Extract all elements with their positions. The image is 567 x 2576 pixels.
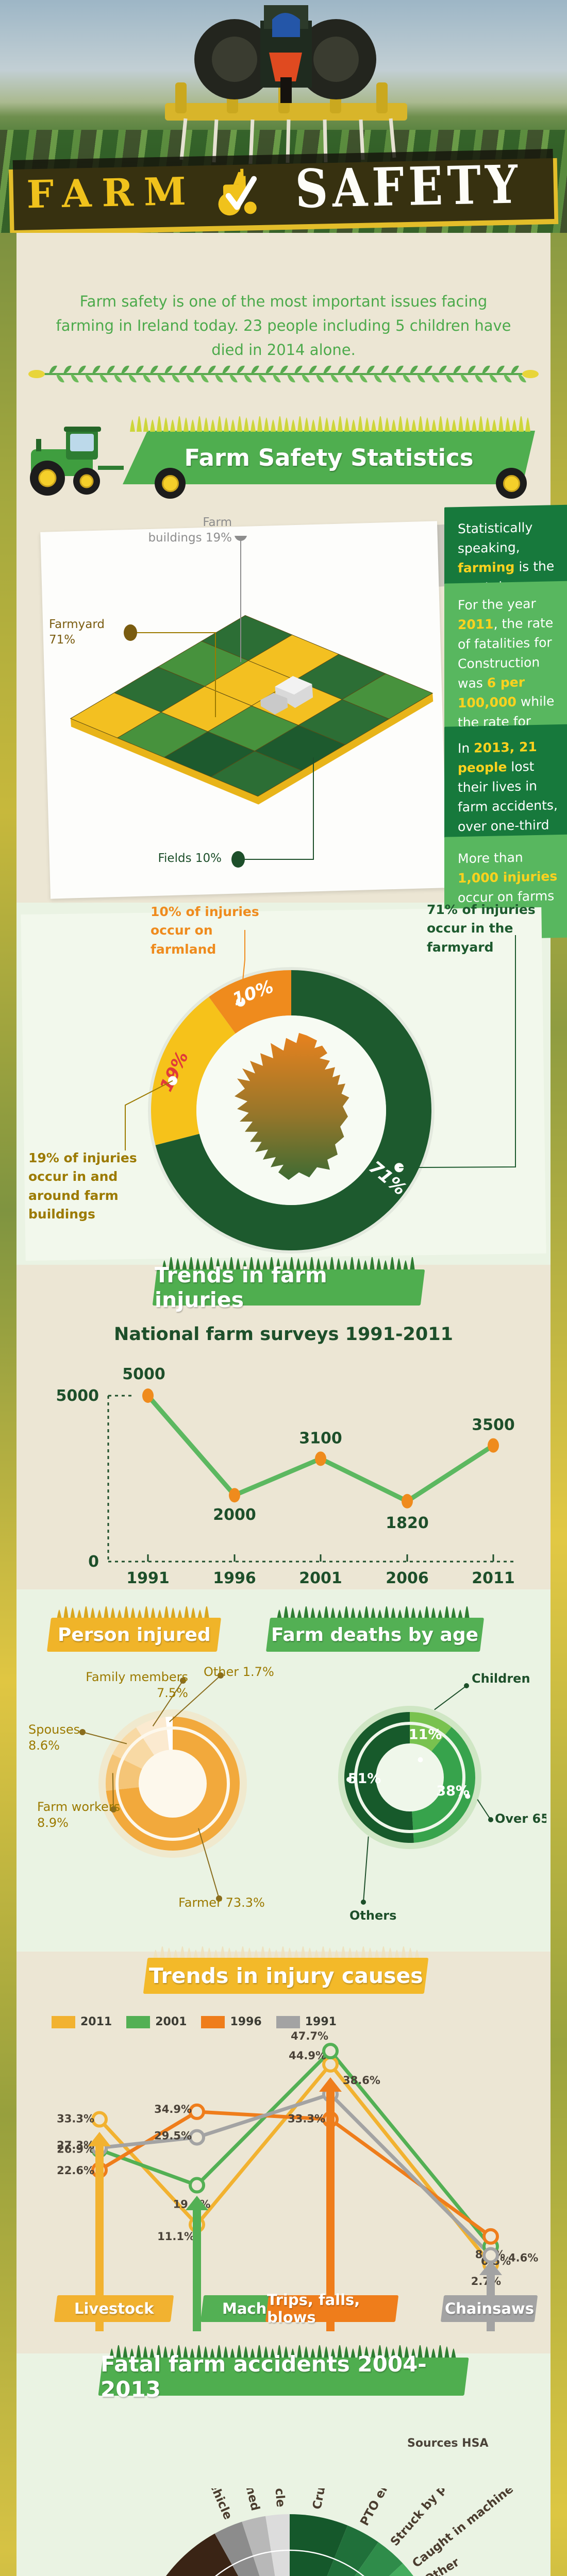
- svg-text:27.3%: 27.3%: [57, 2139, 94, 2151]
- hero-photo: FARM SAFETY: [0, 0, 567, 233]
- grass-decoration: [57, 1606, 209, 1620]
- title-banner: FARM SAFETY: [12, 149, 555, 230]
- svg-text:1991: 1991: [126, 1569, 170, 1587]
- fatal-header-banner: Fatal farm accidents 2004-2013: [98, 2351, 469, 2402]
- svg-text:34.9%: 34.9%: [154, 2103, 192, 2115]
- trends-header-title: Trends in farm injuries: [155, 1263, 327, 1312]
- legend-item-1991: 1991: [276, 2015, 337, 2028]
- callout-farmland: 10% of injuries occur on farmland: [151, 904, 259, 957]
- farm-map-label-buildings: Farm buildings 19%: [148, 516, 232, 545]
- svg-text:22.6%: 22.6%: [57, 2164, 94, 2177]
- intro-text: Farm safety is one of the most important…: [56, 293, 511, 359]
- deaths-by-age-chart: 11% 38% 51% Children Over 65 Others: [338, 1671, 546, 1922]
- stats-header-banner: Farm Safety Statistics: [123, 431, 535, 484]
- svg-text:Struck by moving vehicle: Struck by moving vehicle: [155, 2488, 235, 2521]
- svg-text:29.5%: 29.5%: [154, 2130, 192, 2142]
- svg-text:Children: Children: [472, 1671, 530, 1686]
- callout-farmyard: 71% of injuries occur in the farmyard: [427, 902, 536, 955]
- tractor-check-icon: [218, 168, 257, 216]
- legend-swatch: [52, 2015, 75, 2028]
- svg-text:26.9%: 26.9%: [57, 2143, 94, 2156]
- category-banner-Livestock: Livestock: [54, 2295, 174, 2322]
- svg-text:Others: Others: [349, 1908, 396, 1922]
- svg-text:4.6%: 4.6%: [508, 2252, 538, 2264]
- svg-text:1996: 1996: [213, 1569, 256, 1587]
- farm-map-label-fields: Fields 10%: [158, 852, 222, 865]
- farm-map-illustration: [70, 536, 433, 868]
- svg-text:11%: 11%: [409, 1726, 442, 1742]
- title-safety: SAFETY: [294, 154, 523, 221]
- trailer-wheel: [155, 468, 186, 499]
- svg-text:Over 65: Over 65: [495, 1811, 546, 1826]
- svg-text:38%: 38%: [436, 1783, 470, 1799]
- callout-buildings: 19% of injuries occur in and around farm…: [28, 1150, 137, 1222]
- fatal-source: Sources HSA: [407, 2437, 489, 2450]
- surveys-section-bg: [16, 1265, 551, 1589]
- farm-map-label-farmyard: Farmyard 71%: [49, 618, 105, 647]
- fatal-accidents-pie-chart: Crushed by machinery partPTO entanglemen…: [155, 2488, 547, 2576]
- person-injured-banner: Person injured: [46, 1618, 222, 1652]
- injury-causes-chart: 33.3%11.1%44.9%2.7%26.9%19.4%47.7%6.5%22…: [57, 2030, 538, 2331]
- title-farm: FARM: [26, 169, 197, 217]
- svg-text:2001: 2001: [299, 1569, 342, 1587]
- svg-text:44.9%: 44.9%: [289, 2049, 326, 2062]
- svg-text:0: 0: [88, 1553, 99, 1571]
- causes-legend: 2011 2001 1996 1991: [52, 2015, 337, 2028]
- svg-text:2.7%: 2.7%: [471, 2275, 501, 2287]
- header-tractor-icon: [30, 427, 124, 496]
- left-border-art: [0, 233, 16, 2576]
- svg-text:2011: 2011: [472, 1569, 515, 1587]
- legend-item-1996: 1996: [201, 2015, 262, 2028]
- svg-text:2000: 2000: [213, 1506, 256, 1524]
- legend-item-2011: 2011: [52, 2015, 112, 2028]
- person-injured-chart: [79, 1672, 247, 1902]
- person-injured-title: Person injured: [57, 1624, 211, 1646]
- svg-text:11.1%: 11.1%: [157, 2230, 195, 2243]
- legend-swatch: [201, 2015, 225, 2028]
- trailer-wheel: [496, 468, 527, 499]
- causes-header-title: Trends in injury causes: [148, 1963, 423, 1988]
- vine-divider: [28, 365, 539, 383]
- deaths-age-title: Farm deaths by age: [271, 1624, 479, 1646]
- svg-text:47.7%: 47.7%: [291, 2030, 328, 2042]
- svg-text:3100: 3100: [299, 1429, 342, 1447]
- hero-tractor-illustration: [165, 5, 407, 164]
- svg-text:5000: 5000: [56, 1387, 99, 1405]
- svg-text:5000: 5000: [122, 1365, 165, 1383]
- legend-item-2001: 2001: [126, 2015, 187, 2028]
- svg-text:2006: 2006: [386, 1569, 429, 1587]
- stats-header-title: Farm Safety Statistics: [184, 444, 474, 471]
- category-banner-Chainsaws: Chainsaws: [440, 2295, 538, 2322]
- label-other: Other 1.7%: [204, 1665, 274, 1679]
- label-farmer: Farmer 73.3%: [178, 1895, 265, 1910]
- grass-decoration: [130, 416, 530, 432]
- svg-text:Crushed by machinery part: Crushed by machinery part: [310, 2488, 358, 2511]
- causes-header-banner: Trends in injury causes: [143, 1958, 429, 1994]
- fatal-header-title: Fatal farm accidents 2004-2013: [101, 2351, 427, 2402]
- category-banner-Trips, falls, blows: Trips, falls, blows: [265, 2291, 399, 2326]
- label-family-members: Family members 7.5%: [86, 1670, 188, 1701]
- location-donut-chart: 71%19%10%: [125, 930, 516, 1253]
- svg-text:Fall from vehicle: Fall from vehicle: [265, 2488, 288, 2507]
- legend-swatch: [126, 2015, 151, 2028]
- svg-text:51%: 51%: [348, 1771, 381, 1787]
- grass-decoration: [277, 1606, 470, 1620]
- svg-text:33.3%: 33.3%: [288, 2113, 325, 2125]
- grass-decoration: [162, 1257, 415, 1272]
- farm-surveys-line-chart: 5000 0 5000 1991 2000 1996 3100 2001 1820 2006 350…: [56, 1365, 515, 1587]
- label-spouses: Spouses 8.6%: [28, 1722, 80, 1753]
- svg-text:38.6%: 38.6%: [343, 2074, 380, 2087]
- surveys-subtitle: National farm surveys 1991-2011: [114, 1324, 453, 1345]
- svg-text:3500: 3500: [472, 1416, 515, 1434]
- label-farm-workers: Farm workers 8.9%: [37, 1800, 121, 1831]
- deaths-age-banner: Farm deaths by age: [265, 1618, 485, 1652]
- trends-header-banner: Trends in farm injuries: [152, 1263, 425, 1312]
- legend-swatch: [276, 2015, 300, 2028]
- svg-text:1820: 1820: [386, 1514, 429, 1532]
- svg-text:33.3%: 33.3%: [57, 2113, 94, 2125]
